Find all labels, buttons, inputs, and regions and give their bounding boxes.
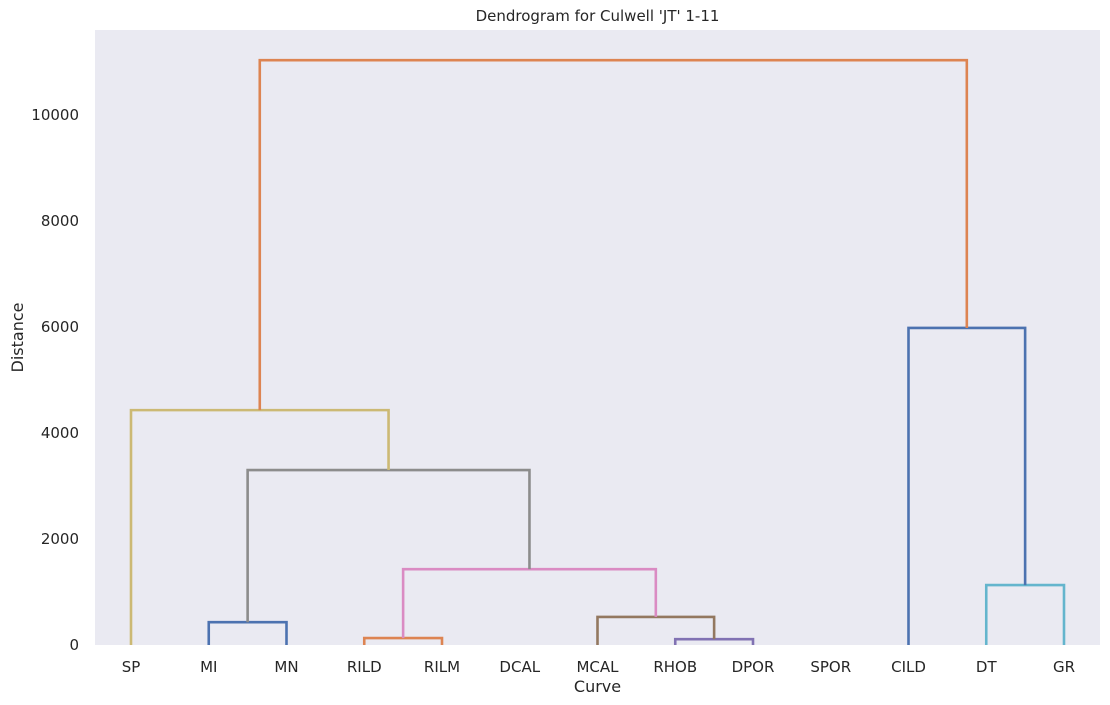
x-tick-label-gr: GR (1053, 658, 1075, 676)
x-tick-label-cild: CILD (891, 658, 926, 676)
y-tick-label-10000: 10000 (31, 106, 79, 124)
y-axis-title: Distance (8, 303, 27, 373)
x-tick-label-mn: MN (274, 658, 298, 676)
x-tick-label-rhob: RHOB (653, 658, 697, 676)
dendrogram-link-7 (129, 408, 390, 645)
dendrogram-link-0 (207, 620, 288, 645)
dendrogram-link-9 (907, 326, 1027, 645)
dendrogram-links (129, 58, 1066, 645)
x-axis-ticks: SP MI MN RILD RILM DCAL MCAL RHOB DPOR SPOR CILD DT… (122, 658, 1075, 676)
y-tick-label-2000: 2000 (41, 530, 79, 548)
x-tick-label-mi: MI (200, 658, 217, 676)
x-tick-label-spor: SPOR (810, 658, 851, 676)
x-tick-label-dcal: DCAL (499, 658, 540, 676)
dendrogram-link-1 (362, 636, 444, 645)
y-tick-label-6000: 6000 (41, 318, 79, 336)
x-tick-label-mcal: MCAL (576, 658, 619, 676)
dendrogram-link-10 (258, 58, 969, 411)
dendrogram-link-8 (984, 583, 1066, 645)
y-tick-label-8000: 8000 (41, 212, 79, 230)
x-tick-label-rild: RILD (347, 658, 382, 676)
x-tick-label-sp: SP (122, 658, 141, 676)
y-tick-label-4000: 4000 (41, 424, 79, 442)
x-axis-title: Curve (574, 677, 621, 696)
chart-title: Dendrogram for Culwell 'JT' 1-11 (476, 7, 720, 25)
y-axis-ticks: 0 2000 4000 6000 8000 10000 (31, 106, 79, 654)
x-tick-label-dpor: DPOR (732, 658, 775, 676)
x-tick-label-rilm: RILM (424, 658, 460, 676)
x-tick-label-dt: DT (976, 658, 998, 676)
plot-area (95, 30, 1100, 645)
dendrogram-link-3 (596, 615, 716, 645)
y-tick-label-0: 0 (69, 636, 79, 654)
